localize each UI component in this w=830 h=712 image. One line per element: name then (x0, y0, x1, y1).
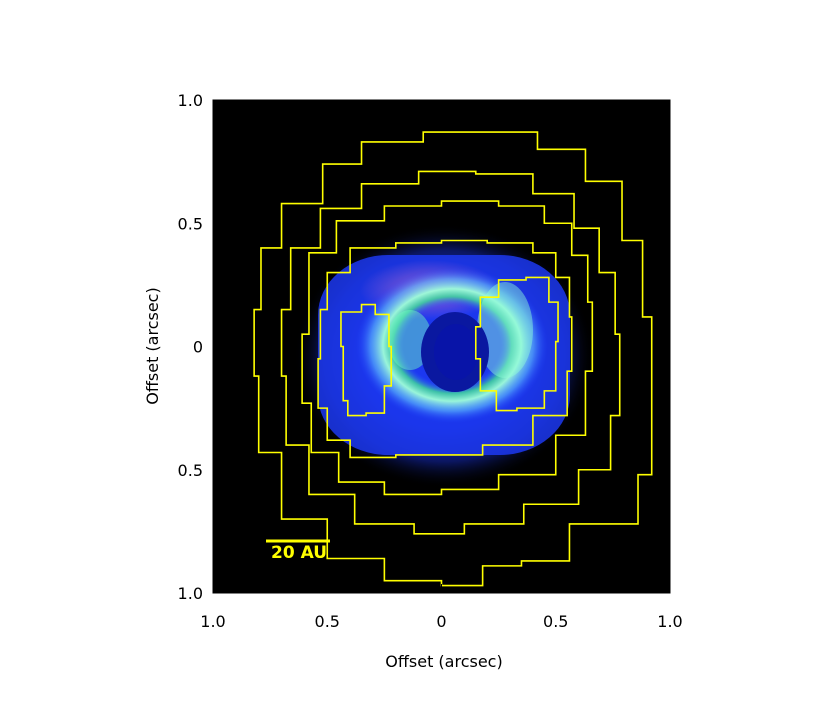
contour-layer (253, 131, 653, 587)
y-axis-title: Offset (arcsec) (143, 287, 162, 404)
y-tick-label: 0.5 (178, 461, 203, 480)
y-tick-label: 0.5 (178, 214, 203, 233)
x-tick-label: 0 (436, 612, 446, 631)
contour-level-4-3 (317, 239, 573, 459)
x-axis-title: Offset (arcsec) (385, 652, 502, 671)
x-tick-label: 1.0 (200, 612, 225, 631)
ring-bright-right (477, 282, 533, 378)
axis-ticks (212, 99, 671, 594)
contour-level-3-2 (301, 200, 594, 496)
contour-level-2-1 (280, 170, 621, 535)
contour-level-5-4 (340, 303, 393, 417)
y-tick-label: 0 (193, 338, 203, 357)
y-tick-label: 1.0 (178, 584, 203, 603)
x-tick-label: 0.5 (543, 612, 568, 631)
central-cavity-core (434, 324, 478, 380)
axis-tick-labels: 1.0 0.5 0 0.5 1.0 1.0 0.5 0 0.5 1.0 (178, 91, 683, 631)
intensity-image (294, 224, 594, 488)
scale-bar-label: 20 AU (271, 543, 327, 563)
contour-level-5-5 (474, 276, 559, 412)
x-tick-label: 1.0 (657, 612, 682, 631)
x-tick-label: 0.5 (315, 612, 340, 631)
ring-bright-left (388, 310, 432, 370)
contour-level-1-0 (253, 131, 653, 587)
scale-bar: 20 AU (266, 539, 330, 563)
y-tick-label: 1.0 (178, 91, 203, 110)
